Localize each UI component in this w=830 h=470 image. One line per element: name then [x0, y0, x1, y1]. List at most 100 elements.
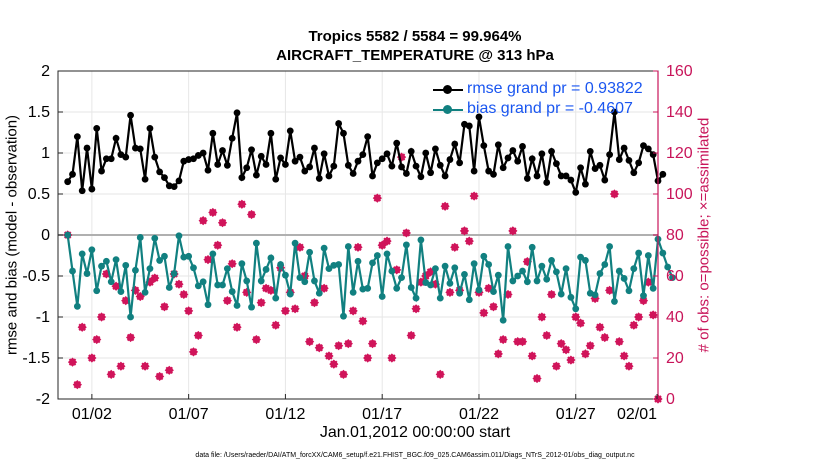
y-right-tick-label: 60 — [666, 268, 684, 285]
bias-point — [446, 279, 454, 287]
obs-assimilated-cross — [354, 243, 362, 252]
bias-point — [625, 287, 633, 295]
rmse-point — [325, 172, 333, 180]
bias-point — [165, 284, 173, 291]
obs-assimilated-cross — [233, 323, 241, 331]
rmse-point — [543, 179, 551, 186]
bias-point — [475, 286, 483, 294]
bias-point — [344, 243, 352, 250]
rmse-point — [238, 174, 246, 182]
obs-assimilated-cross — [499, 335, 507, 344]
bias-point — [461, 270, 468, 278]
legend-bias-label: bias grand pr = -0.4607 — [467, 100, 633, 117]
x-tick-label: 01/22 — [459, 406, 499, 423]
bias-point — [199, 278, 207, 286]
rmse-point — [528, 155, 536, 163]
obs-assimilated-cross — [247, 210, 256, 219]
rmse-point — [567, 176, 575, 184]
obs-assimilated-cross — [223, 296, 232, 305]
obs-assimilated-cross — [349, 307, 357, 315]
bias-point — [320, 244, 328, 252]
bias-point — [630, 265, 638, 273]
rmse-point — [98, 167, 105, 175]
obs-assimilated-cross — [630, 321, 638, 329]
bias-point — [127, 313, 134, 321]
x-axis-label: Jan.01,2012 00:00:00 start — [319, 424, 511, 441]
bias-point — [519, 267, 526, 275]
chart-title-line-2: AIRCRAFT_TEMPERATURE @ 313 hPa — [276, 47, 554, 64]
bias-point — [659, 249, 667, 257]
rmse-point — [252, 171, 260, 179]
rmse-point — [398, 163, 405, 171]
rmse-point — [83, 144, 91, 152]
obs-assimilated-cross — [296, 243, 304, 252]
rmse-point — [170, 183, 178, 191]
bias-point — [485, 261, 493, 268]
rmse-point — [451, 140, 459, 148]
rmse-point — [311, 144, 318, 152]
rmse-point — [519, 143, 526, 150]
rmse-point — [359, 151, 367, 159]
rmse-point — [330, 162, 338, 170]
bias-point — [112, 256, 120, 263]
bias-point — [451, 264, 459, 272]
obs-assimilated-cross — [213, 241, 222, 249]
rmse-point — [417, 173, 425, 181]
bias-point — [388, 267, 396, 275]
bias-point — [412, 294, 420, 302]
rmse-point — [146, 124, 154, 132]
bias-point — [509, 277, 517, 285]
y-left-tick-label: 1 — [41, 145, 50, 162]
obs-assimilated-cross — [567, 356, 575, 364]
bias-point — [514, 272, 522, 280]
rmse-point — [248, 146, 255, 154]
bias-point — [470, 260, 478, 268]
rmse-point — [456, 159, 464, 167]
rmse-point — [422, 149, 430, 157]
bias-point — [151, 234, 159, 242]
bias-point — [243, 277, 251, 285]
bias-point — [233, 302, 241, 309]
bias-point — [398, 274, 405, 282]
obs-assimilated-cross — [151, 274, 159, 282]
x-tick-label: 01/02 — [72, 406, 112, 423]
rmse-point — [596, 161, 604, 169]
bias-point — [301, 278, 309, 286]
rmse-point — [175, 177, 183, 185]
bias-point — [190, 264, 197, 272]
bias-point — [306, 248, 314, 256]
bias-point — [591, 291, 599, 299]
rmse-point — [69, 170, 76, 178]
rmse-point — [509, 147, 517, 154]
bias-point — [606, 243, 614, 250]
y-right-tick-label: 120 — [666, 145, 693, 162]
rmse-point — [557, 172, 565, 180]
obs-assimilated-cross — [572, 313, 580, 321]
x-tick-label: 01/07 — [169, 406, 209, 423]
bias-point — [335, 261, 343, 268]
bias-point — [669, 274, 676, 282]
rmse-point — [533, 172, 541, 180]
obs-assimilated-cross — [441, 202, 449, 211]
obs-assimilated-cross — [305, 337, 314, 346]
rmse-point — [523, 175, 531, 182]
rmse-point — [446, 156, 454, 163]
bias-point — [102, 257, 110, 265]
bias-point — [277, 261, 284, 268]
obs-assimilated-cross — [136, 292, 144, 301]
rmse-point — [243, 164, 251, 172]
rmse-point — [407, 147, 415, 155]
x-tick-label: 01/12 — [265, 406, 305, 423]
bias-point — [393, 284, 401, 292]
obs-assimilated-cross — [267, 286, 275, 295]
bias-point — [291, 239, 299, 247]
bias-point — [432, 265, 439, 273]
bias-point — [228, 288, 236, 295]
rmse-point — [364, 133, 372, 141]
obs-assimilated-cross — [184, 307, 193, 315]
y-left-tick-label: 2 — [41, 63, 50, 80]
obs-assimilated-cross — [538, 313, 546, 321]
bias-point — [175, 232, 183, 240]
bias-point — [552, 268, 560, 276]
bias-point — [204, 301, 212, 309]
